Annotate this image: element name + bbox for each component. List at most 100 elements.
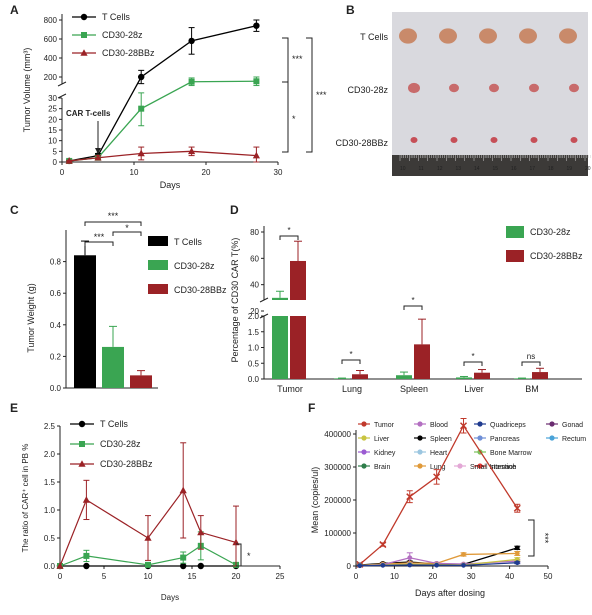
- legend-marker: [477, 435, 483, 441]
- sig-bracket: [112, 231, 142, 236]
- y-tick-label: 200000: [324, 496, 351, 505]
- data-point: [514, 545, 520, 551]
- data-point: [357, 563, 363, 569]
- axis-break: [259, 297, 269, 303]
- legend-marker: [80, 13, 88, 21]
- legend-marker: [477, 421, 483, 427]
- data-point: [379, 541, 387, 549]
- series-line: [59, 545, 237, 567]
- legend-label: Lung: [430, 464, 446, 471]
- x-tick-label: Spleen: [400, 384, 428, 394]
- legend-label: Rectum: [562, 436, 586, 443]
- x-tick-label: 0: [60, 168, 65, 177]
- axis-break: [57, 81, 67, 87]
- bar: [532, 372, 548, 379]
- tumor-sample: [479, 28, 497, 44]
- y-axis-label: Tumor Weight (g): [26, 283, 36, 353]
- data-point: [65, 157, 73, 164]
- x-tick-label: 40: [505, 572, 514, 581]
- legend-label: Small Intestine: [470, 464, 516, 471]
- ruler-number: 10: [400, 166, 406, 172]
- sig-bracket: [236, 543, 242, 567]
- bar: [334, 378, 350, 379]
- bar: [290, 260, 306, 300]
- sig-bracket: [463, 361, 483, 366]
- data-point: [433, 473, 441, 481]
- legend-marker: [361, 449, 367, 455]
- y-tick-label: 0.6: [50, 289, 62, 298]
- tumor-sample: [489, 83, 499, 93]
- tumor-sample: [399, 28, 417, 44]
- sig-bracket: [84, 241, 114, 246]
- legend-label: Blood: [430, 422, 448, 429]
- legend-label: Spleen: [430, 436, 452, 443]
- y-tick-label: 60: [250, 254, 259, 263]
- legend-marker: [549, 435, 555, 441]
- tumor-sample: [449, 83, 459, 93]
- y-tick-label: 200: [44, 73, 58, 82]
- x-tick-label: 0: [58, 572, 63, 581]
- panel-b: B 10 11 12 13 14 15 16 17 18 19 20 T Cells CD30-28z CD…: [335, 3, 591, 176]
- y-tick-label: 800: [44, 16, 58, 25]
- bar: [414, 344, 430, 379]
- panel-letter-f: F: [308, 401, 315, 415]
- y-tick-label: 100000: [324, 529, 351, 538]
- y-tick-label: 1.0: [44, 506, 56, 515]
- panel-d: D 0.0 0.5 1.0 1.5 2.020 40 60 80 Percentage of CD…: [230, 203, 583, 394]
- legend-label: Tumor: [374, 422, 395, 429]
- ruler-number: 15: [493, 166, 499, 172]
- y-tick-label: 0: [53, 158, 58, 167]
- legend-swatch: [148, 236, 168, 246]
- x-tick-label: 20: [428, 572, 437, 581]
- legend-marker: [417, 463, 423, 469]
- data-point: [253, 78, 260, 85]
- x-tick-label: 25: [276, 572, 285, 581]
- panel-e: E 0.0 0.5 1.0 1.5 2.0 2.5 0 5 10 15 20 25 Days The rat…: [10, 401, 285, 602]
- ruler-number: 16: [511, 166, 517, 172]
- annotation-car-t: CAR T-cells: [66, 109, 111, 118]
- y-tick-label: 1.5: [248, 328, 260, 337]
- legend-marker: [78, 460, 86, 467]
- x-tick-label: 0: [354, 572, 359, 581]
- sig-bracket: [279, 235, 299, 240]
- legend-swatch: [506, 226, 524, 238]
- y-tick-label: 0.4: [50, 321, 62, 330]
- legend-marker: [549, 421, 555, 427]
- row-label: CD30-28z: [347, 85, 388, 95]
- data-point: [145, 561, 151, 568]
- sig-label: *: [292, 114, 296, 124]
- ruler-number: 20: [585, 166, 591, 172]
- y-axis-label: Tumor Volume (mm³): [22, 48, 32, 133]
- x-tick-label: 10: [390, 572, 399, 581]
- y-tick-label: 0: [347, 562, 352, 571]
- x-tick-label: Tumor: [277, 384, 303, 394]
- data-point: [197, 562, 204, 570]
- data-point: [180, 562, 187, 570]
- y-tick-label: 0.5: [44, 534, 56, 543]
- sig-bracket: [282, 37, 289, 83]
- bar: [272, 316, 288, 379]
- data-point: [434, 562, 440, 568]
- data-point: [252, 151, 260, 159]
- bar: [456, 377, 472, 379]
- legend-label: T Cells: [174, 237, 202, 247]
- ruler-number: 12: [437, 166, 443, 172]
- data-point: [461, 552, 466, 557]
- row-label: T Cells: [360, 32, 388, 42]
- legend-label: Pancreas: [490, 436, 520, 443]
- tumor-sample: [490, 137, 498, 143]
- tumor-sample: [410, 137, 418, 143]
- x-tick-label: 10: [144, 572, 153, 581]
- legend-label: CD30-28z: [102, 30, 143, 40]
- tumor-sample: [569, 83, 579, 93]
- annotation-arrowhead: [95, 148, 101, 154]
- y-tick-label: 30: [48, 94, 57, 103]
- data-point: [144, 534, 152, 541]
- y-tick-label: 2.5: [44, 422, 56, 431]
- data-point: [138, 105, 145, 112]
- y-axis-label: Mean (copies/ul): [310, 467, 320, 534]
- data-point: [253, 22, 260, 29]
- data-point: [94, 153, 102, 161]
- sig-label: *: [349, 350, 352, 359]
